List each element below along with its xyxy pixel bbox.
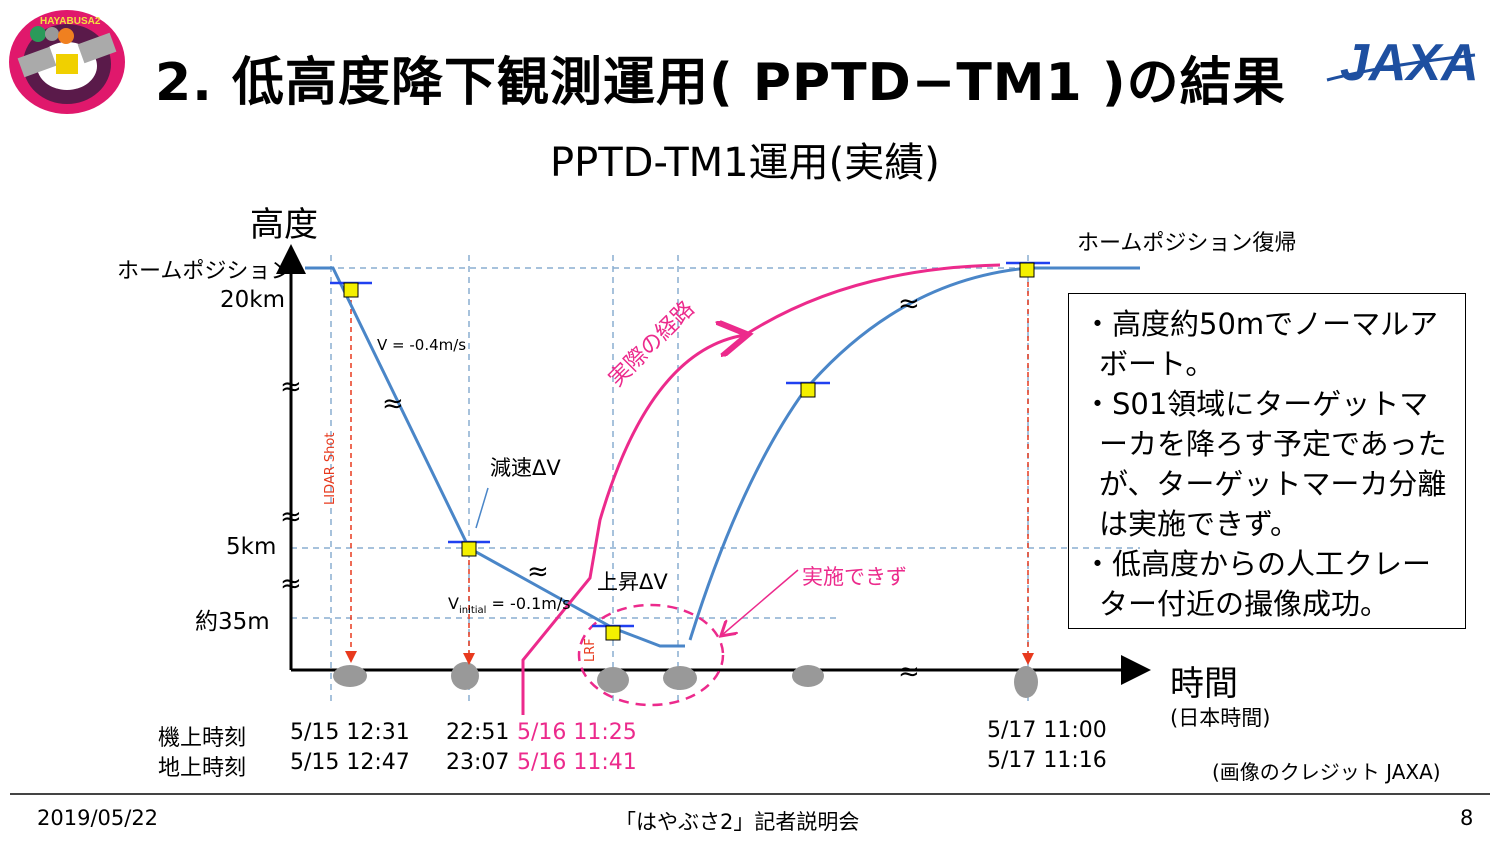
decel-label: 減速ΔV bbox=[490, 456, 561, 480]
y-tick-5km: 5km bbox=[226, 534, 277, 560]
y-tick-20km: 20km bbox=[220, 287, 285, 313]
not-done-circle bbox=[577, 603, 725, 707]
x-axis-label: 時間 bbox=[1170, 664, 1238, 704]
ground-time-label: 地上時刻 bbox=[158, 756, 247, 781]
x-axis-sublabel: (日本時間) bbox=[1170, 706, 1271, 730]
svg-text:≈: ≈ bbox=[280, 372, 302, 402]
grid-lines bbox=[291, 255, 1140, 705]
break-marks: ≈ ≈ ≈ ≈ ≈ ≈ ≈ bbox=[280, 289, 920, 687]
ground-time: 5/15 12:47 bbox=[290, 750, 410, 775]
actual-path bbox=[521, 335, 745, 715]
lrf-label: LRF bbox=[583, 638, 598, 662]
y-tick-35m: 約35m bbox=[195, 609, 270, 635]
velocity-label: V = -0.4m/s bbox=[377, 336, 467, 354]
image-credit: (画像のクレジット JAXA) bbox=[1212, 760, 1441, 784]
ground-time: 5/16 11:41 bbox=[517, 750, 637, 775]
footer-event: 「はやぶさ2」記者説明会 bbox=[615, 810, 860, 834]
svg-text:≈: ≈ bbox=[382, 389, 404, 419]
note-item: ・高度約50mでノーマルアボート。 bbox=[1083, 307, 1439, 381]
ascent-label: 上昇ΔV bbox=[597, 570, 668, 594]
spacecraft-icons bbox=[330, 261, 1050, 641]
onboard-time: 5/16 11:25 bbox=[517, 720, 637, 745]
footer-divider bbox=[10, 793, 1490, 795]
note-item: ・S01領域にターゲットマーカを降ろす予定であったが、ターゲットマーカ分離は実施… bbox=[1083, 387, 1447, 541]
diagram-title: PPTD-TM1運用(実績) bbox=[550, 140, 940, 186]
ground-time: 5/17 11:16 bbox=[987, 748, 1107, 773]
svg-text:≈: ≈ bbox=[898, 289, 920, 319]
v-initial-label: Vinitial = -0.1m/s bbox=[448, 594, 571, 617]
note-item: ・低高度からの人工クレーター付近の撮像成功。 bbox=[1083, 547, 1432, 621]
planned-path bbox=[305, 266, 1140, 648]
jaxa-logo: JAXA bbox=[1326, 34, 1479, 92]
svg-text:≈: ≈ bbox=[527, 557, 549, 587]
svg-text:≈: ≈ bbox=[280, 502, 302, 532]
footer-date: 2019/05/22 bbox=[37, 806, 159, 830]
onboard-time-label: 機上時刻 bbox=[158, 726, 247, 751]
onboard-time: 5/15 12:31 bbox=[290, 720, 410, 745]
onboard-time: 5/17 11:00 bbox=[987, 718, 1107, 743]
not-done-label: 実施できず bbox=[802, 565, 907, 589]
svg-text:HAYABUSA2: HAYABUSA2 bbox=[40, 16, 101, 27]
onboard-time: 22:51 bbox=[446, 720, 510, 745]
page-title: 2. 低高度降下観測運用( PPTD−TM1 )の結果 bbox=[155, 53, 1286, 113]
svg-text:≈: ≈ bbox=[898, 657, 920, 687]
y-axis-label: 高度 bbox=[250, 205, 318, 245]
notes-box: ・高度約50mでノーマルアボート。 ・S01領域にターゲットマーカを降ろす予定で… bbox=[1068, 293, 1466, 629]
ground-time: 23:07 bbox=[446, 750, 510, 775]
asteroid-icons bbox=[333, 662, 1038, 698]
lidar-arrows bbox=[345, 282, 1034, 665]
page-number: 8 bbox=[1460, 806, 1474, 830]
return-label: ホームポジション復帰 bbox=[1077, 231, 1297, 256]
svg-text:≈: ≈ bbox=[280, 569, 302, 599]
home-position-label: ホームポジション bbox=[117, 259, 293, 284]
lidar-shot-label: LIDAR Shot bbox=[323, 432, 338, 505]
hayabusa2-mission-logo: HAYABUSA2 bbox=[9, 10, 125, 114]
